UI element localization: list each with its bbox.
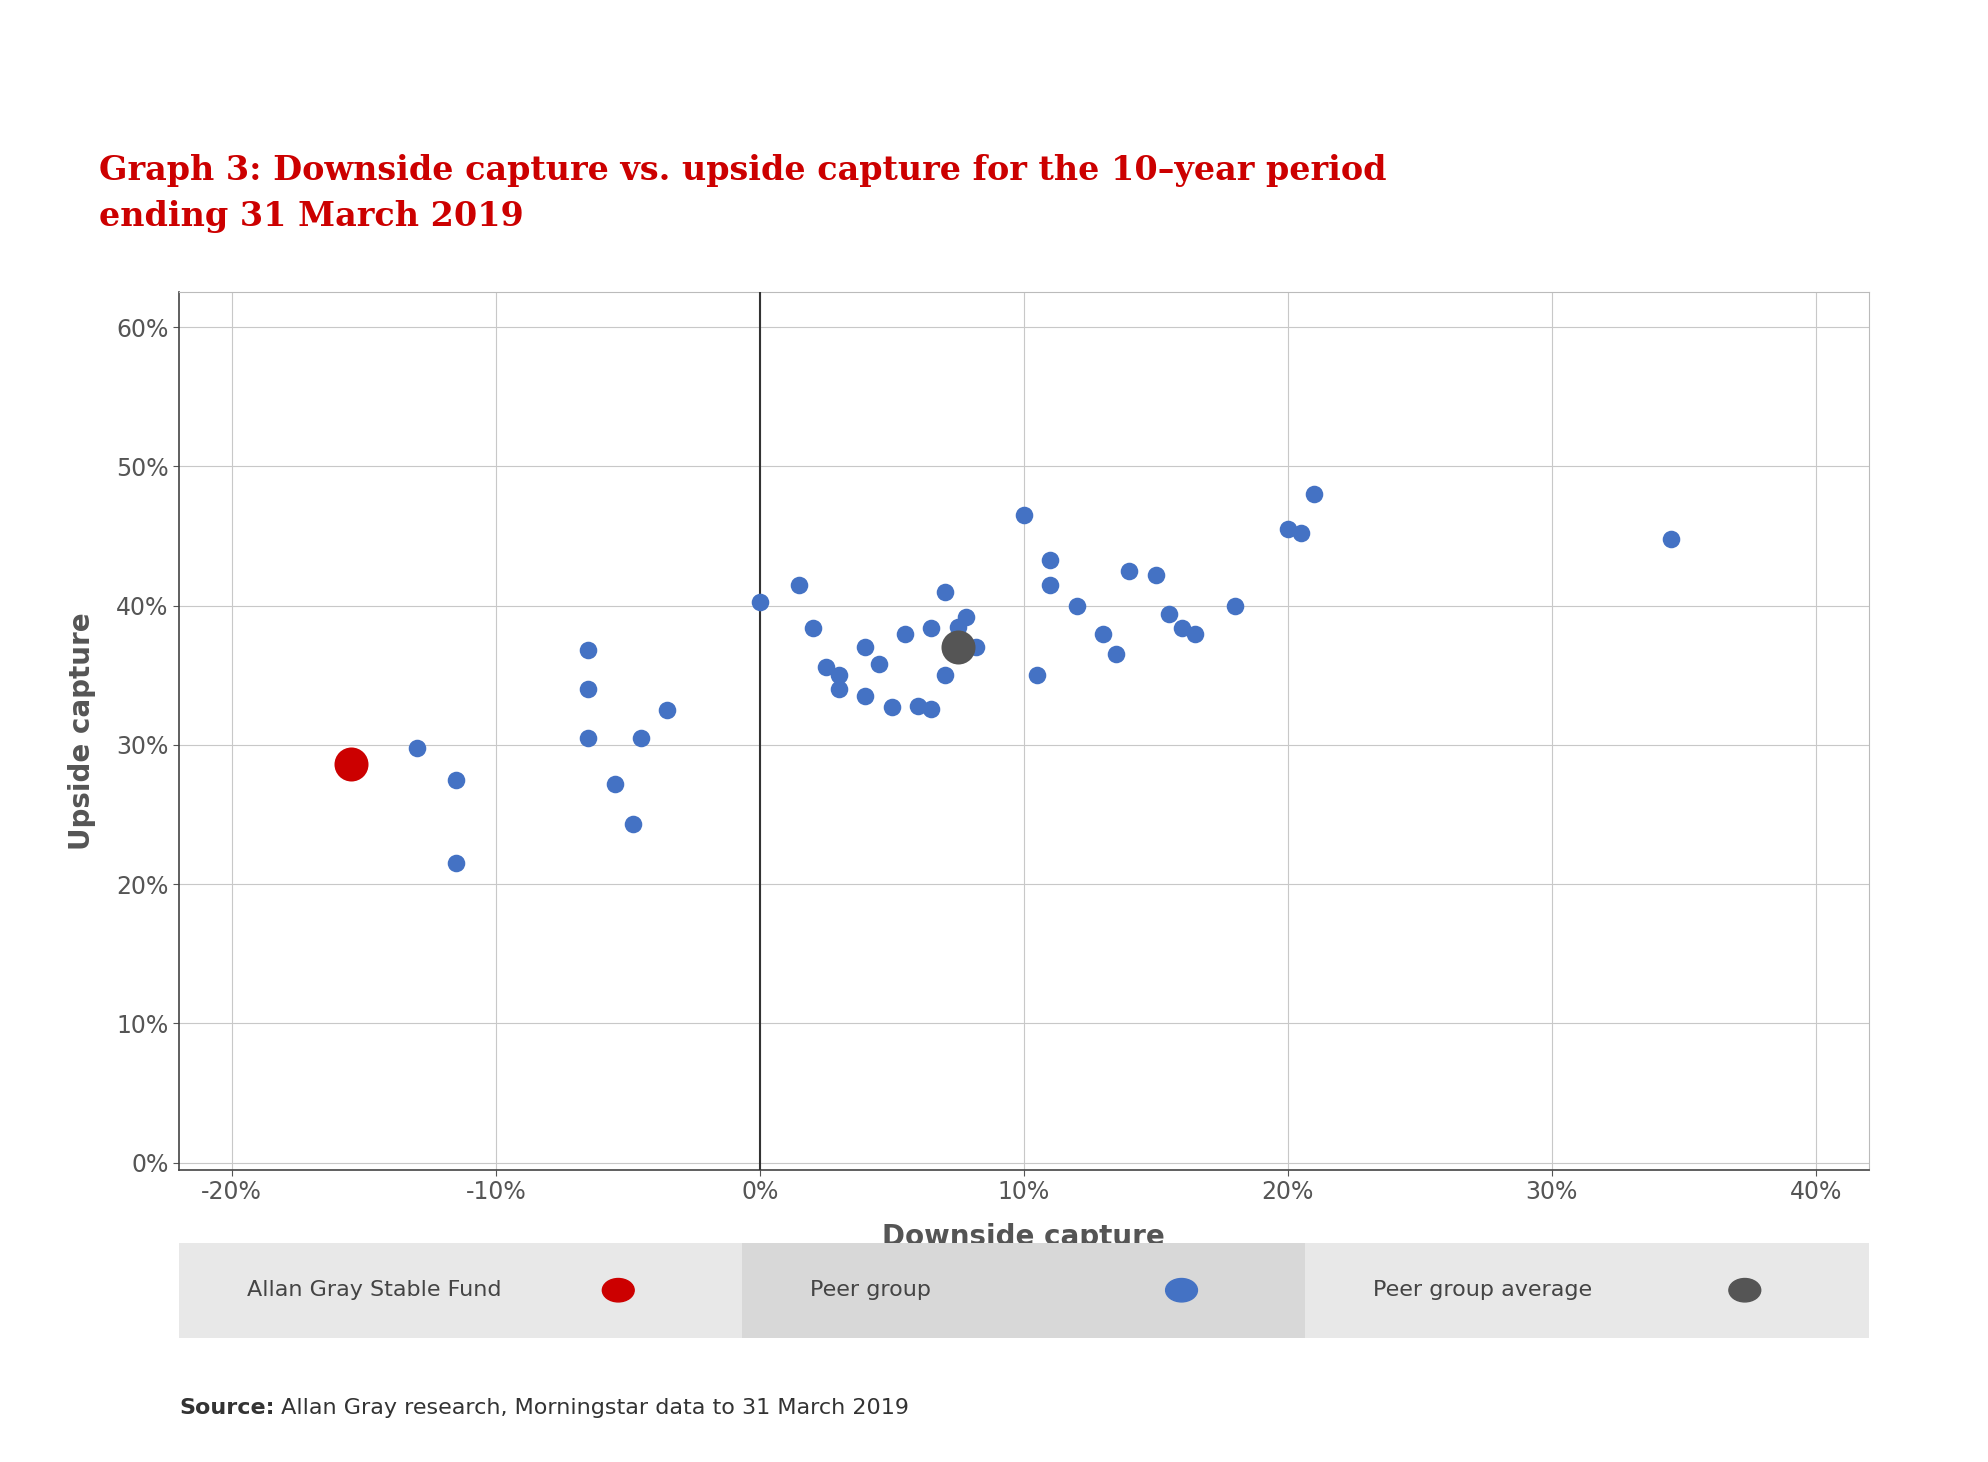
Point — [1099, 643, 1131, 667]
Point — [1062, 594, 1093, 617]
Point — [797, 617, 829, 640]
Point — [573, 677, 604, 700]
Point — [889, 621, 920, 645]
Point — [942, 636, 974, 659]
Y-axis label: Upside capture: Upside capture — [68, 613, 97, 849]
Text: Source:: Source: — [179, 1398, 274, 1418]
Point — [1284, 522, 1316, 545]
Point — [439, 768, 471, 791]
Point — [960, 636, 992, 659]
Point — [616, 813, 648, 836]
Text: Graph 3: Downside capture vs. upside capture for the 10–year period
ending 31 Ma: Graph 3: Downside capture vs. upside cap… — [99, 154, 1388, 232]
Point — [744, 589, 775, 613]
Point — [823, 664, 855, 687]
Text: Allan Gray research, Morningstar data to 31 March 2019: Allan Gray research, Morningstar data to… — [274, 1398, 909, 1418]
Point — [402, 735, 433, 759]
Point — [598, 772, 630, 795]
Point — [928, 580, 960, 604]
Point — [823, 677, 855, 700]
Point — [916, 697, 948, 721]
Point — [1139, 563, 1171, 586]
Point — [1298, 482, 1330, 506]
Point — [1272, 518, 1304, 541]
Text: Peer group: Peer group — [809, 1281, 930, 1300]
Point — [916, 617, 948, 640]
Point — [1034, 573, 1066, 596]
Point — [1179, 621, 1211, 645]
Point — [928, 664, 960, 687]
Point — [783, 573, 815, 596]
Point — [849, 684, 881, 708]
Point — [624, 727, 656, 750]
Point — [1087, 621, 1119, 645]
Point — [1654, 528, 1686, 551]
Point — [942, 616, 974, 639]
Point — [942, 629, 974, 652]
Point — [1113, 558, 1145, 582]
Point — [877, 696, 909, 719]
Point — [1034, 548, 1066, 572]
Text: Peer group average: Peer group average — [1374, 1281, 1592, 1300]
Point — [439, 851, 471, 874]
Point — [573, 727, 604, 750]
Point — [1022, 664, 1054, 687]
Point — [652, 699, 684, 722]
Point — [809, 655, 841, 678]
Point — [863, 652, 895, 675]
Point — [1153, 602, 1185, 626]
Point — [573, 639, 604, 662]
Point — [1167, 617, 1199, 640]
Point — [334, 753, 366, 776]
Point — [1008, 503, 1040, 526]
Point — [950, 605, 982, 629]
X-axis label: Downside capture: Downside capture — [883, 1224, 1165, 1251]
Point — [849, 636, 881, 659]
Text: Allan Gray Stable Fund: Allan Gray Stable Fund — [247, 1281, 501, 1300]
Point — [1219, 594, 1250, 617]
Point — [903, 694, 934, 718]
